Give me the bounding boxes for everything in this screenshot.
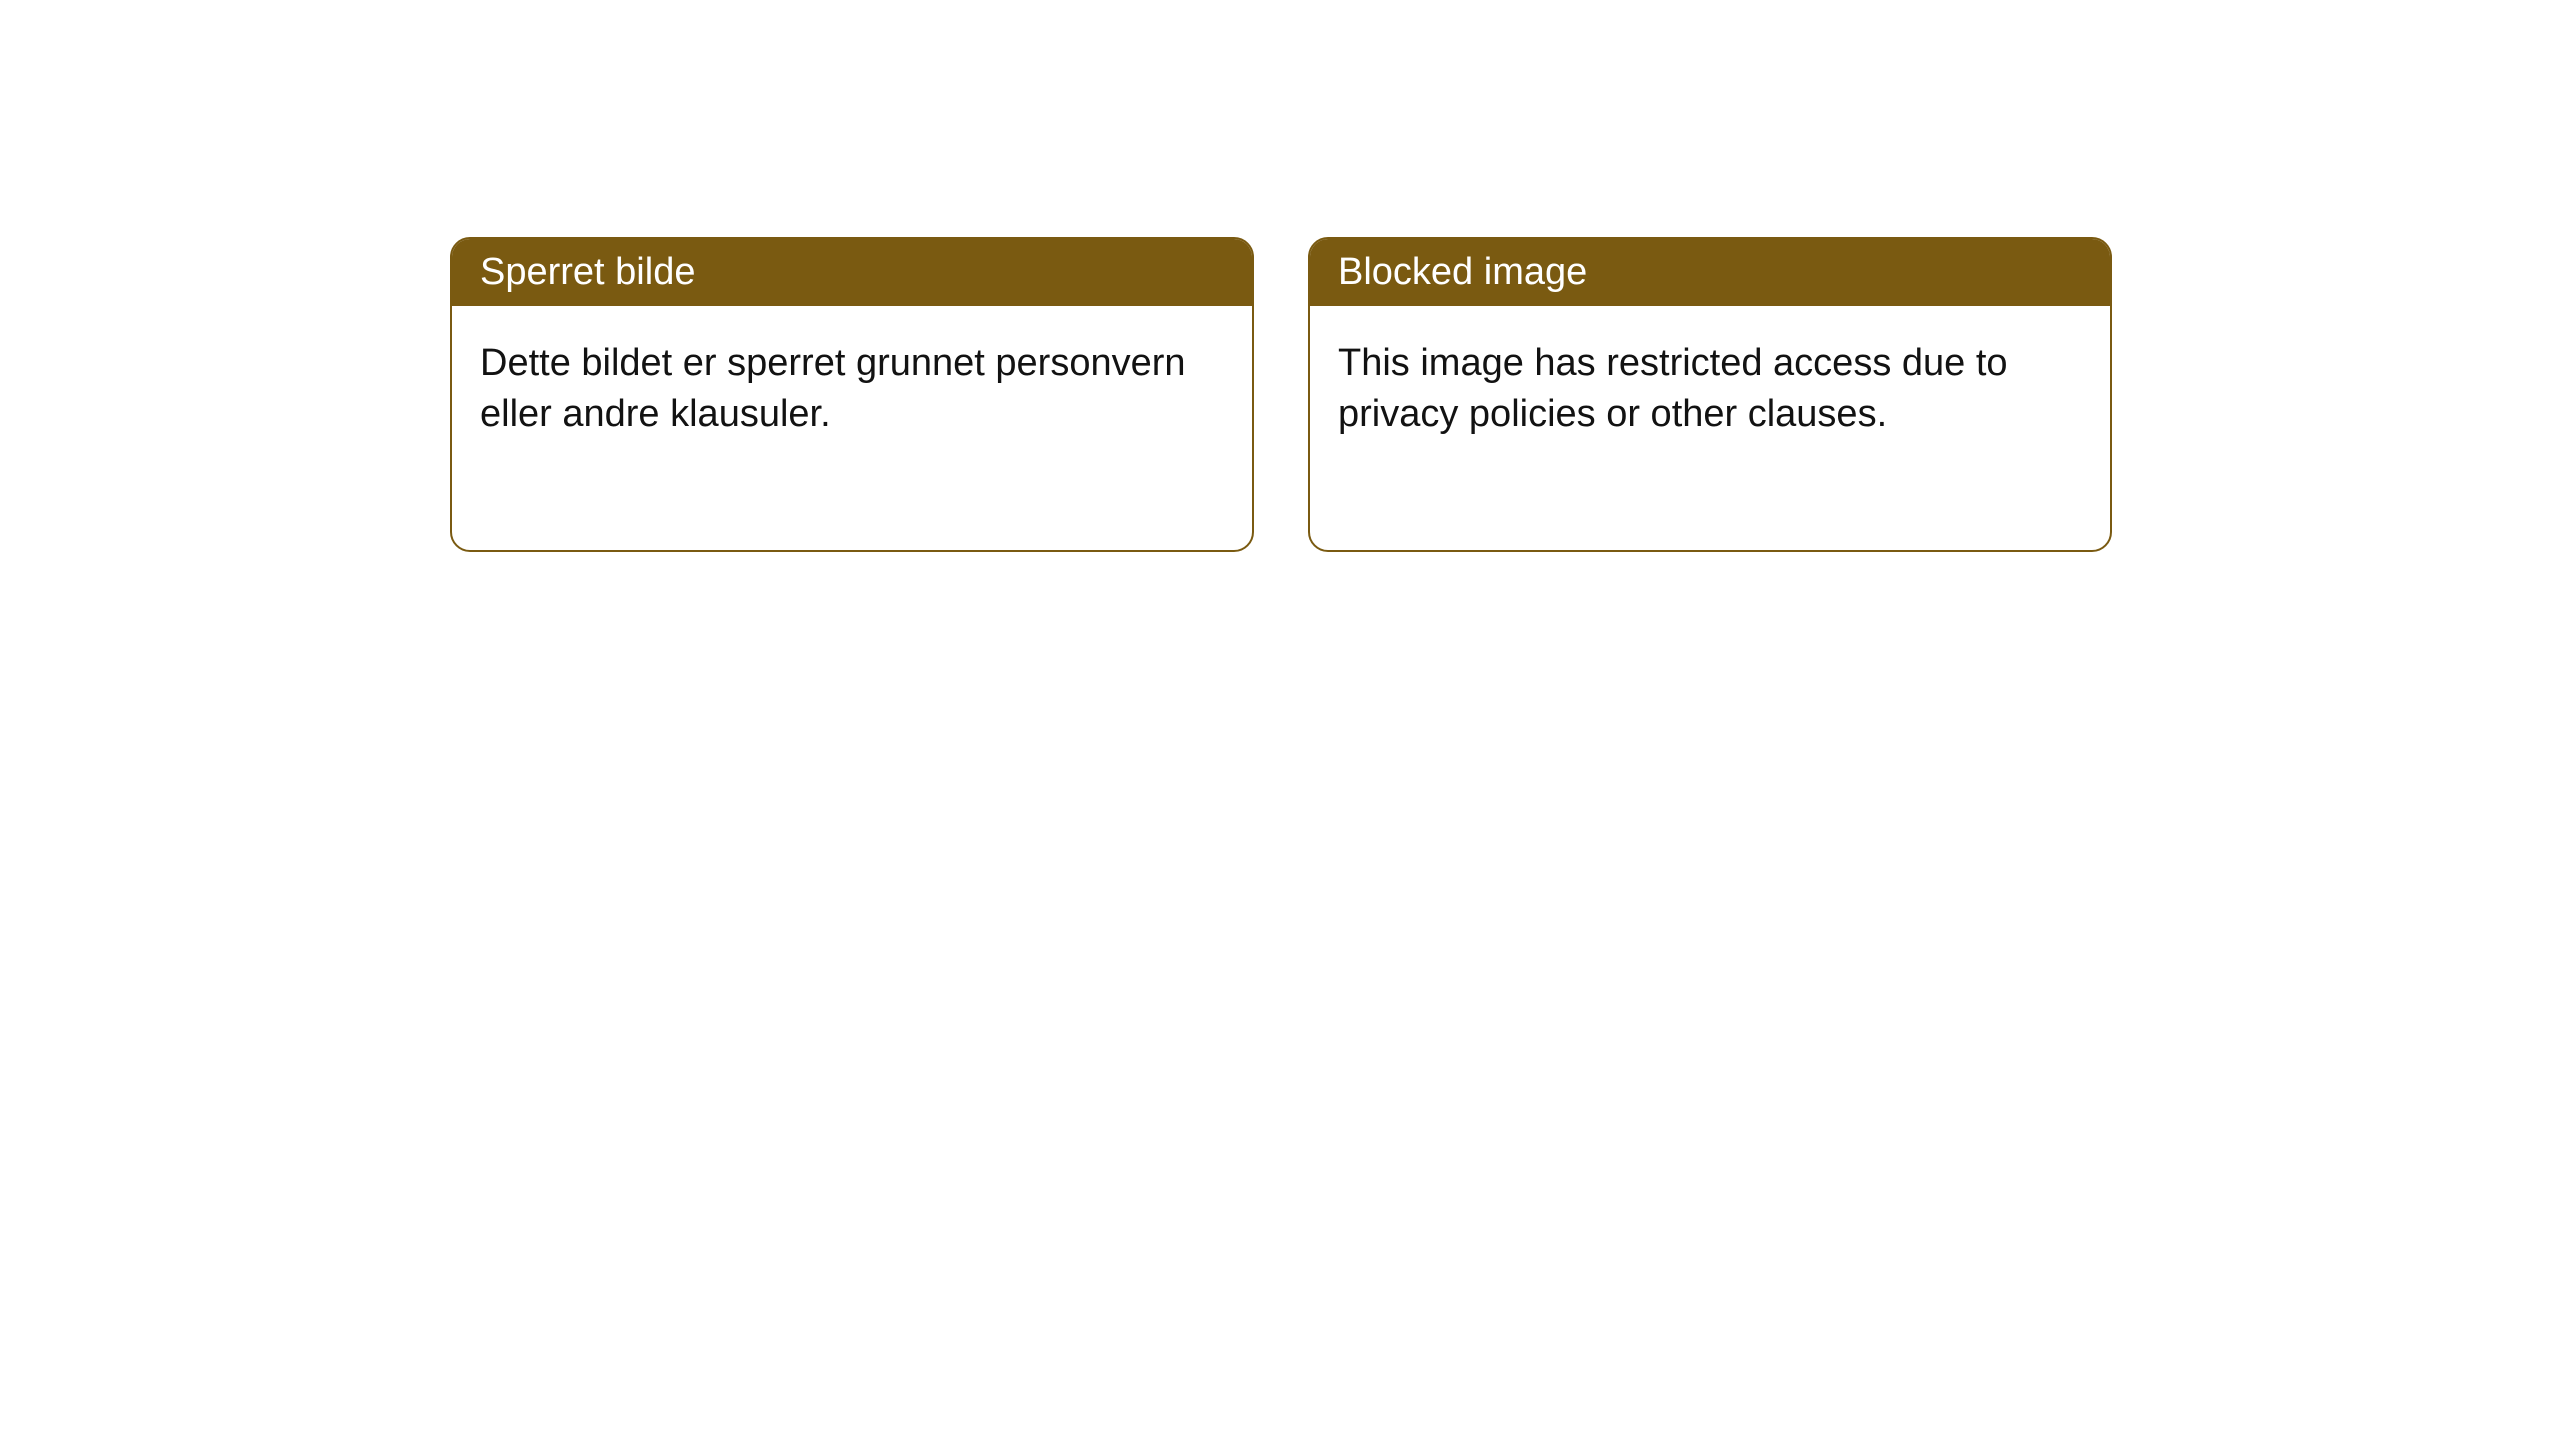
card-title: Blocked image	[1338, 251, 1587, 293]
card-header: Blocked image	[1310, 239, 2110, 306]
notice-card-norwegian: Sperret bilde Dette bildet er sperret gr…	[450, 237, 1254, 552]
card-body-text: Dette bildet er sperret grunnet personve…	[480, 342, 1186, 435]
notice-card-english: Blocked image This image has restricted …	[1308, 237, 2112, 552]
notice-cards-container: Sperret bilde Dette bildet er sperret gr…	[450, 237, 2112, 552]
card-header: Sperret bilde	[452, 239, 1252, 306]
card-body-text: This image has restricted access due to …	[1338, 342, 2008, 435]
card-body: Dette bildet er sperret grunnet personve…	[452, 306, 1252, 550]
card-title: Sperret bilde	[480, 251, 695, 293]
card-body: This image has restricted access due to …	[1310, 306, 2110, 550]
